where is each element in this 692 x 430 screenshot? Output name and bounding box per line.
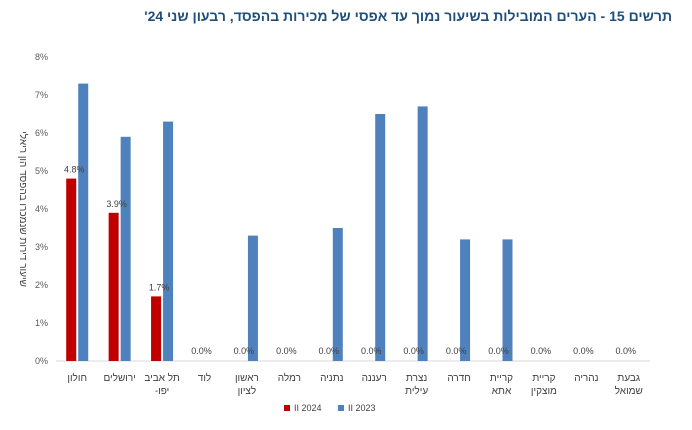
bar-ii-2023 [460,239,471,361]
category-label: נתניה [320,373,344,384]
y-tick-label: 5% [35,166,48,176]
category-label: אתא [492,386,512,397]
data-label-ii-2024: 0.0% [573,346,594,356]
y-tick-label: 1% [35,318,48,328]
category-label: חולון [67,372,87,384]
y-tick-label: 6% [35,128,48,138]
bar-ii-2023 [417,106,428,362]
bar-ii-2024 [108,212,119,361]
bar-ii-2023 [375,114,386,361]
bar-ii-2023 [163,121,174,361]
bar-ii-2023 [332,228,343,361]
y-tick-label: 2% [35,280,48,290]
category-label: ראשון [235,373,259,384]
category-label: שמואל [615,385,643,397]
category-label: רמלה [278,372,301,384]
data-label-ii-2024: 0.0% [446,346,467,356]
data-labels: 4.8% 3.9% 1.7% 0.0% 0.0% 0.0% 0.0% 0.0% 0.0% 0.0%… [64,165,636,356]
category-label: מוצקין [531,386,557,397]
data-label-ii-2024: 0.0% [531,346,552,356]
bar-ii-2023 [78,83,89,361]
legend-label: II 2024 [294,403,322,413]
category-label: -יפו [155,386,169,397]
bar-ii-2024 [66,178,77,361]
y-tick-label: 8% [35,52,48,62]
category-label: נצרת [406,373,427,384]
category-label: נהריה [574,373,598,384]
bars [66,83,513,362]
category-label: ירושלים [103,372,135,384]
category-label: לציון [238,385,257,397]
data-label-ii-2024: 0.0% [616,346,637,356]
category-label: קריית [532,373,555,384]
bar-ii-2023 [120,136,131,361]
legend-label: II 2023 [348,403,376,413]
y-axis-title: שיעור דירות שנמכרו בהפסד הון ריאלי [17,131,29,287]
data-label-ii-2024: 0.0% [319,346,340,356]
data-label-ii-2024: 4.8% [64,165,85,175]
data-label-ii-2024: 1.7% [149,282,170,292]
legend-swatch [338,405,344,411]
bar-ii-2024 [151,296,162,361]
data-label-ii-2024: 0.0% [276,346,297,356]
y-tick-label: 4% [35,204,48,214]
data-label-ii-2024: 0.0% [361,346,382,356]
legend-swatch [284,405,290,411]
y-axis-label: שיעור דירות שנמכרו בהפסד הון ריאלי [17,131,29,287]
category-label: קריית [490,373,513,384]
bar-ii-2023 [502,239,513,361]
category-label: עילית [405,385,428,397]
category-label: גבעת [617,373,640,384]
y-tick-label: 0% [35,356,48,366]
category-label: לוד [198,372,211,384]
data-label-ii-2024: 0.0% [191,346,212,356]
data-label-ii-2024: 0.0% [488,346,509,356]
y-tick-label: 7% [35,90,48,100]
legend: II 2024 II 2023 [284,403,376,413]
y-tick-label: 3% [35,242,48,252]
category-label: רעננה [362,373,387,384]
chart-title: תרשים 15 - הערים המובילות בשיעור נמוך עד… [144,8,672,24]
y-axis-ticks: 0% 1% 2% 3% 4% 5% 6% 7% 8% [35,52,48,366]
data-label-ii-2024: 0.0% [403,346,424,356]
category-label: חדרה [447,373,471,384]
category-label: תל אביב [144,372,180,384]
bar-ii-2023 [247,235,258,361]
data-label-ii-2024: 3.9% [106,199,127,209]
data-label-ii-2024: 0.0% [234,346,255,356]
